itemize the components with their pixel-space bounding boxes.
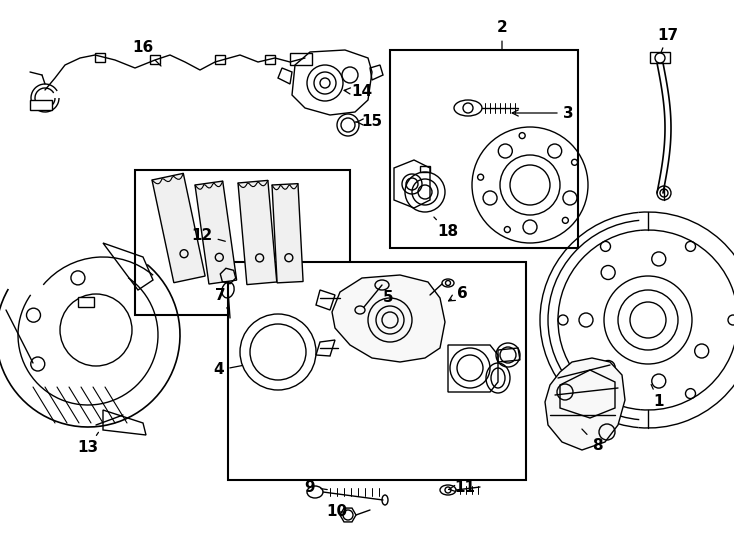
Text: 18: 18 xyxy=(434,217,459,240)
Text: 10: 10 xyxy=(327,504,348,519)
Polygon shape xyxy=(332,275,445,362)
Bar xyxy=(650,52,670,63)
Text: 3: 3 xyxy=(512,105,573,120)
Text: 14: 14 xyxy=(344,84,373,99)
Bar xyxy=(290,53,312,65)
Bar xyxy=(390,50,578,248)
Text: 5: 5 xyxy=(379,291,393,310)
Bar xyxy=(150,55,160,64)
Bar xyxy=(228,262,526,480)
Text: 17: 17 xyxy=(658,28,678,52)
Bar xyxy=(265,55,275,64)
Text: 12: 12 xyxy=(192,227,225,242)
Polygon shape xyxy=(238,180,277,285)
Bar xyxy=(95,53,105,62)
Text: 8: 8 xyxy=(582,429,603,453)
Bar xyxy=(135,170,350,315)
Text: 7: 7 xyxy=(214,287,228,310)
Text: 13: 13 xyxy=(78,433,98,456)
Bar xyxy=(30,100,52,110)
Text: 11: 11 xyxy=(448,480,476,495)
Text: 2: 2 xyxy=(497,21,507,49)
Text: 4: 4 xyxy=(214,362,242,377)
Polygon shape xyxy=(152,173,205,283)
Text: 15: 15 xyxy=(356,114,382,130)
Polygon shape xyxy=(195,181,236,284)
Polygon shape xyxy=(545,358,625,450)
Bar xyxy=(78,297,94,307)
Text: 16: 16 xyxy=(132,40,161,66)
Polygon shape xyxy=(272,184,303,283)
Text: 6: 6 xyxy=(448,286,468,301)
Text: 9: 9 xyxy=(305,480,327,495)
Text: 1: 1 xyxy=(651,384,664,409)
Bar xyxy=(215,55,225,64)
